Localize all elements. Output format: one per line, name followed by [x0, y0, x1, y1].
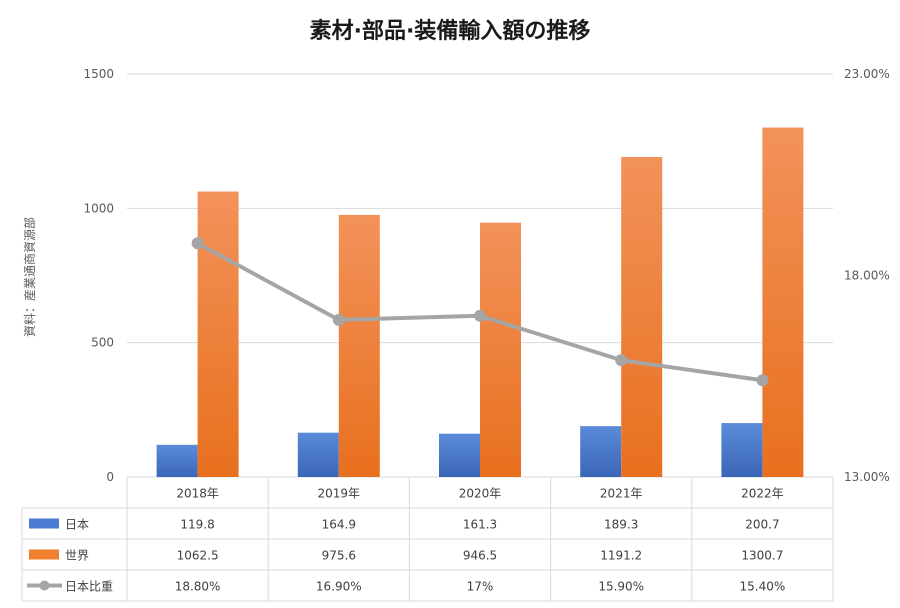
bar-japan [580, 426, 622, 477]
bar-japan [439, 433, 480, 477]
bar-world [197, 191, 239, 477]
table-cell-value: 15.40% [740, 580, 786, 594]
ratio-point [332, 313, 345, 326]
ratio-point [474, 309, 486, 322]
source-note: 資料：産業通商資源部 [22, 217, 37, 337]
table-cell-value: 161.3 [463, 518, 497, 532]
table-cell-value: 200.7 [745, 518, 779, 532]
table-cell-value: 1062.5 [177, 549, 219, 563]
y-left-tick-label: 500 [91, 336, 114, 350]
y-left-tick-label: 1000 [83, 201, 114, 215]
ratio-point [756, 374, 769, 387]
bar-world [480, 222, 521, 477]
x-tick-label: 2021年 [600, 487, 643, 501]
table-cell-value: 164.9 [322, 518, 356, 532]
bar-world [338, 214, 380, 477]
legend-label: 日本 [65, 518, 89, 532]
table-cell-value: 946.5 [463, 549, 497, 563]
bars [156, 127, 804, 478]
x-tick-label: 2022年 [741, 487, 784, 501]
y-left-tick-label: 1500 [83, 67, 114, 81]
table-cell-value: 15.90% [598, 580, 644, 594]
bar-japan [156, 444, 198, 477]
chart-title: 素材·部品·装備輸入額の推移 [310, 18, 591, 44]
table-cell-value: 18.80% [175, 580, 221, 594]
y-axis-right: 13.00% 18.00% 23.00% [844, 67, 890, 484]
bar-japan [297, 432, 339, 477]
ratio-point [191, 237, 204, 250]
legend-label: 日本比重 [65, 580, 113, 594]
legend-key-marker [39, 580, 50, 591]
legend-key [29, 518, 59, 529]
table-cell-value: 189.3 [604, 518, 638, 532]
x-tick-label: 2020年 [459, 487, 502, 501]
y-axis-left: 0 500 1000 1500 [83, 67, 114, 484]
x-tick-label: 2018年 [176, 487, 219, 501]
y-right-tick-label: 23.00% [844, 67, 890, 81]
legend-key [29, 549, 59, 560]
table-cell-value: 975.6 [322, 549, 356, 563]
table-cell-value: 17% [467, 580, 494, 594]
bar-world [762, 127, 804, 478]
table-cell-value: 1191.2 [600, 549, 642, 563]
bar-japan [721, 423, 763, 477]
table-cell-value: 119.8 [180, 518, 214, 532]
bar-world [621, 156, 663, 477]
legend-label: 世界 [65, 549, 89, 563]
y-right-tick-label: 18.00% [844, 269, 890, 283]
table-cell-value: 16.90% [316, 580, 362, 594]
ratio-line [191, 237, 769, 387]
ratio-point [615, 354, 628, 367]
table-cell-value: 1300.7 [741, 549, 783, 563]
y-left-tick-label: 0 [106, 470, 114, 484]
y-right-tick-label: 13.00% [844, 470, 890, 484]
x-tick-label: 2019年 [318, 487, 361, 501]
